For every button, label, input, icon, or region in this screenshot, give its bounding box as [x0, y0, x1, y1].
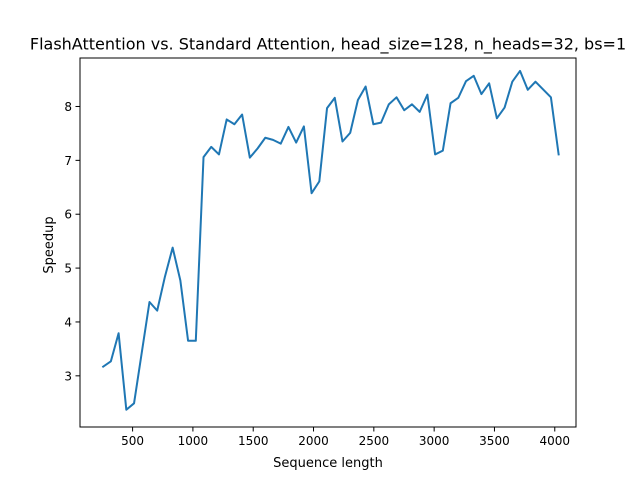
- x-tick-label: 3500: [479, 434, 510, 448]
- x-tick-label: 2500: [359, 434, 390, 448]
- x-tick-label: 3000: [419, 434, 450, 448]
- x-tick-label: 2000: [298, 434, 329, 448]
- y-tick-label: 7: [64, 154, 72, 168]
- y-tick-label: 5: [64, 262, 72, 276]
- y-tick-label: 3: [64, 369, 72, 383]
- y-tick-label: 8: [64, 100, 72, 114]
- x-axis-label: Sequence length: [273, 456, 383, 471]
- x-tick-label: 500: [121, 434, 144, 448]
- plot-area: 500 1000 1500 2000 2500 3000 3500 4000 3 4 5 6 7 8: [64, 57, 577, 448]
- y-tick-label: 4: [64, 315, 72, 329]
- y-tick-label: 6: [64, 208, 72, 222]
- x-tick-label: 1500: [238, 434, 269, 448]
- x-tick-label: 4000: [539, 434, 570, 448]
- y-axis-label: Speedup: [42, 216, 57, 273]
- x-tick-label: 1000: [178, 434, 209, 448]
- axes-frame: [79, 57, 577, 428]
- series-line-1: [101, 69, 560, 411]
- chart-title: FlashAttention vs. Standard Attention, h…: [30, 35, 626, 55]
